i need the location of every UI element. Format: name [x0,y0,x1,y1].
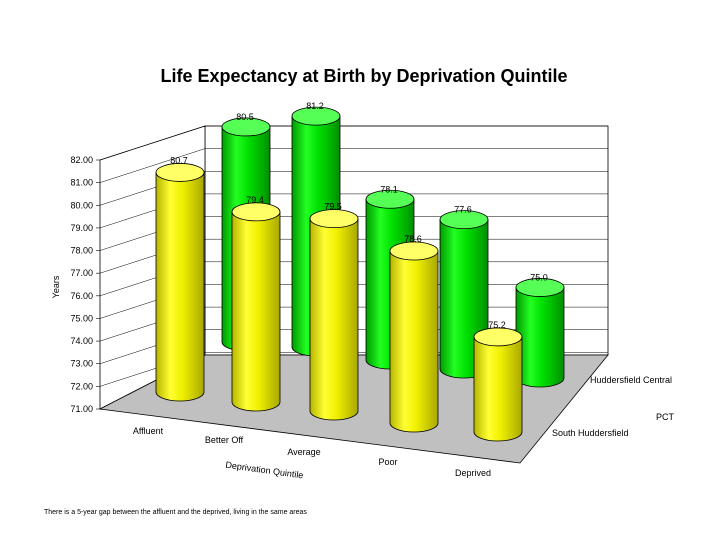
series-label-south-huddersfield: South Huddersfield [552,428,629,438]
y-tick-label: 77.00 [70,268,93,278]
y-tick-label: 73.00 [70,359,93,369]
y-axis-title: Years [51,275,61,298]
bar-body [231,211,281,412]
bar-top [231,202,281,222]
footnote: There is a 5-year gap between the afflue… [44,509,307,516]
y-tick-label: 79.00 [70,223,93,233]
data-label: 80.7 [170,155,188,165]
category-label-average: Average [287,447,320,457]
bar-top [389,241,439,261]
data-label: 79.4 [246,195,264,205]
bar-top [439,210,489,230]
bar-top [473,327,523,347]
bar-south-huddersfield-2: 79.5 [309,202,359,421]
data-label: 81.2 [306,101,324,111]
bar-body [473,336,523,442]
y-axis-ticks: 71.00 72.00 73.00 74.00 75.00 76.00 77.00 78.00… [70,155,100,414]
z-axis-title: PCT [656,412,675,422]
data-label: 78.6 [404,234,422,244]
data-label: 75.0 [530,272,548,282]
category-label-better-off: Better Off [205,435,244,445]
bar-body [155,172,205,402]
x-axis-categories: Affluent Better Off Average Poor Deprive… [133,426,491,478]
gridline-side [99,148,206,183]
y-tick-label: 80.00 [70,200,93,210]
y-tick-label: 75.00 [70,313,93,323]
bar-top [365,189,415,209]
bar-body [309,218,359,421]
chart-title: Life Expectancy at Birth by Deprivation … [160,66,567,86]
data-label: 75.2 [488,320,506,330]
category-label-affluent: Affluent [133,426,164,436]
y-tick-label: 74.00 [70,336,93,346]
bar-south-huddersfield-3: 78.6 [389,234,439,433]
bar-south-huddersfield-1: 79.4 [231,195,281,412]
category-label-poor: Poor [378,457,397,467]
bar-top [155,163,205,182]
gridline-side [99,125,206,161]
category-label-deprived: Deprived [455,468,491,478]
y-tick-label: 71.00 [70,404,93,414]
data-label: 77.6 [454,205,472,215]
bar-top [515,278,565,297]
bars: 80.5 81.2 78.1 77.6 75.0 80.7 79.4 79.5 78.6 75.2 [155,101,565,442]
data-label: 78.1 [380,184,398,194]
y-tick-label: 81.00 [70,178,93,188]
bar-south-huddersfield-4: 75.2 [473,320,523,442]
y-tick-label: 72.00 [70,381,93,391]
y-tick-label: 76.00 [70,291,93,301]
bar-body [389,250,439,433]
bar-south-huddersfield-0: 80.7 [155,155,205,402]
data-label: 79.5 [324,202,342,212]
y-tick-label: 82.00 [70,155,93,165]
bar-body [515,287,565,388]
y-tick-label: 78.00 [70,246,93,256]
bar-top [309,209,359,228]
bar-huddersfield-central-4: 75.0 [515,272,565,388]
series-label-huddersfield-central: Huddersfield Central [590,375,672,385]
data-label: 80.5 [236,112,254,122]
x-axis-title: Deprivation Quintile [225,460,304,481]
bar-top [221,117,271,137]
bar-top [291,106,341,126]
